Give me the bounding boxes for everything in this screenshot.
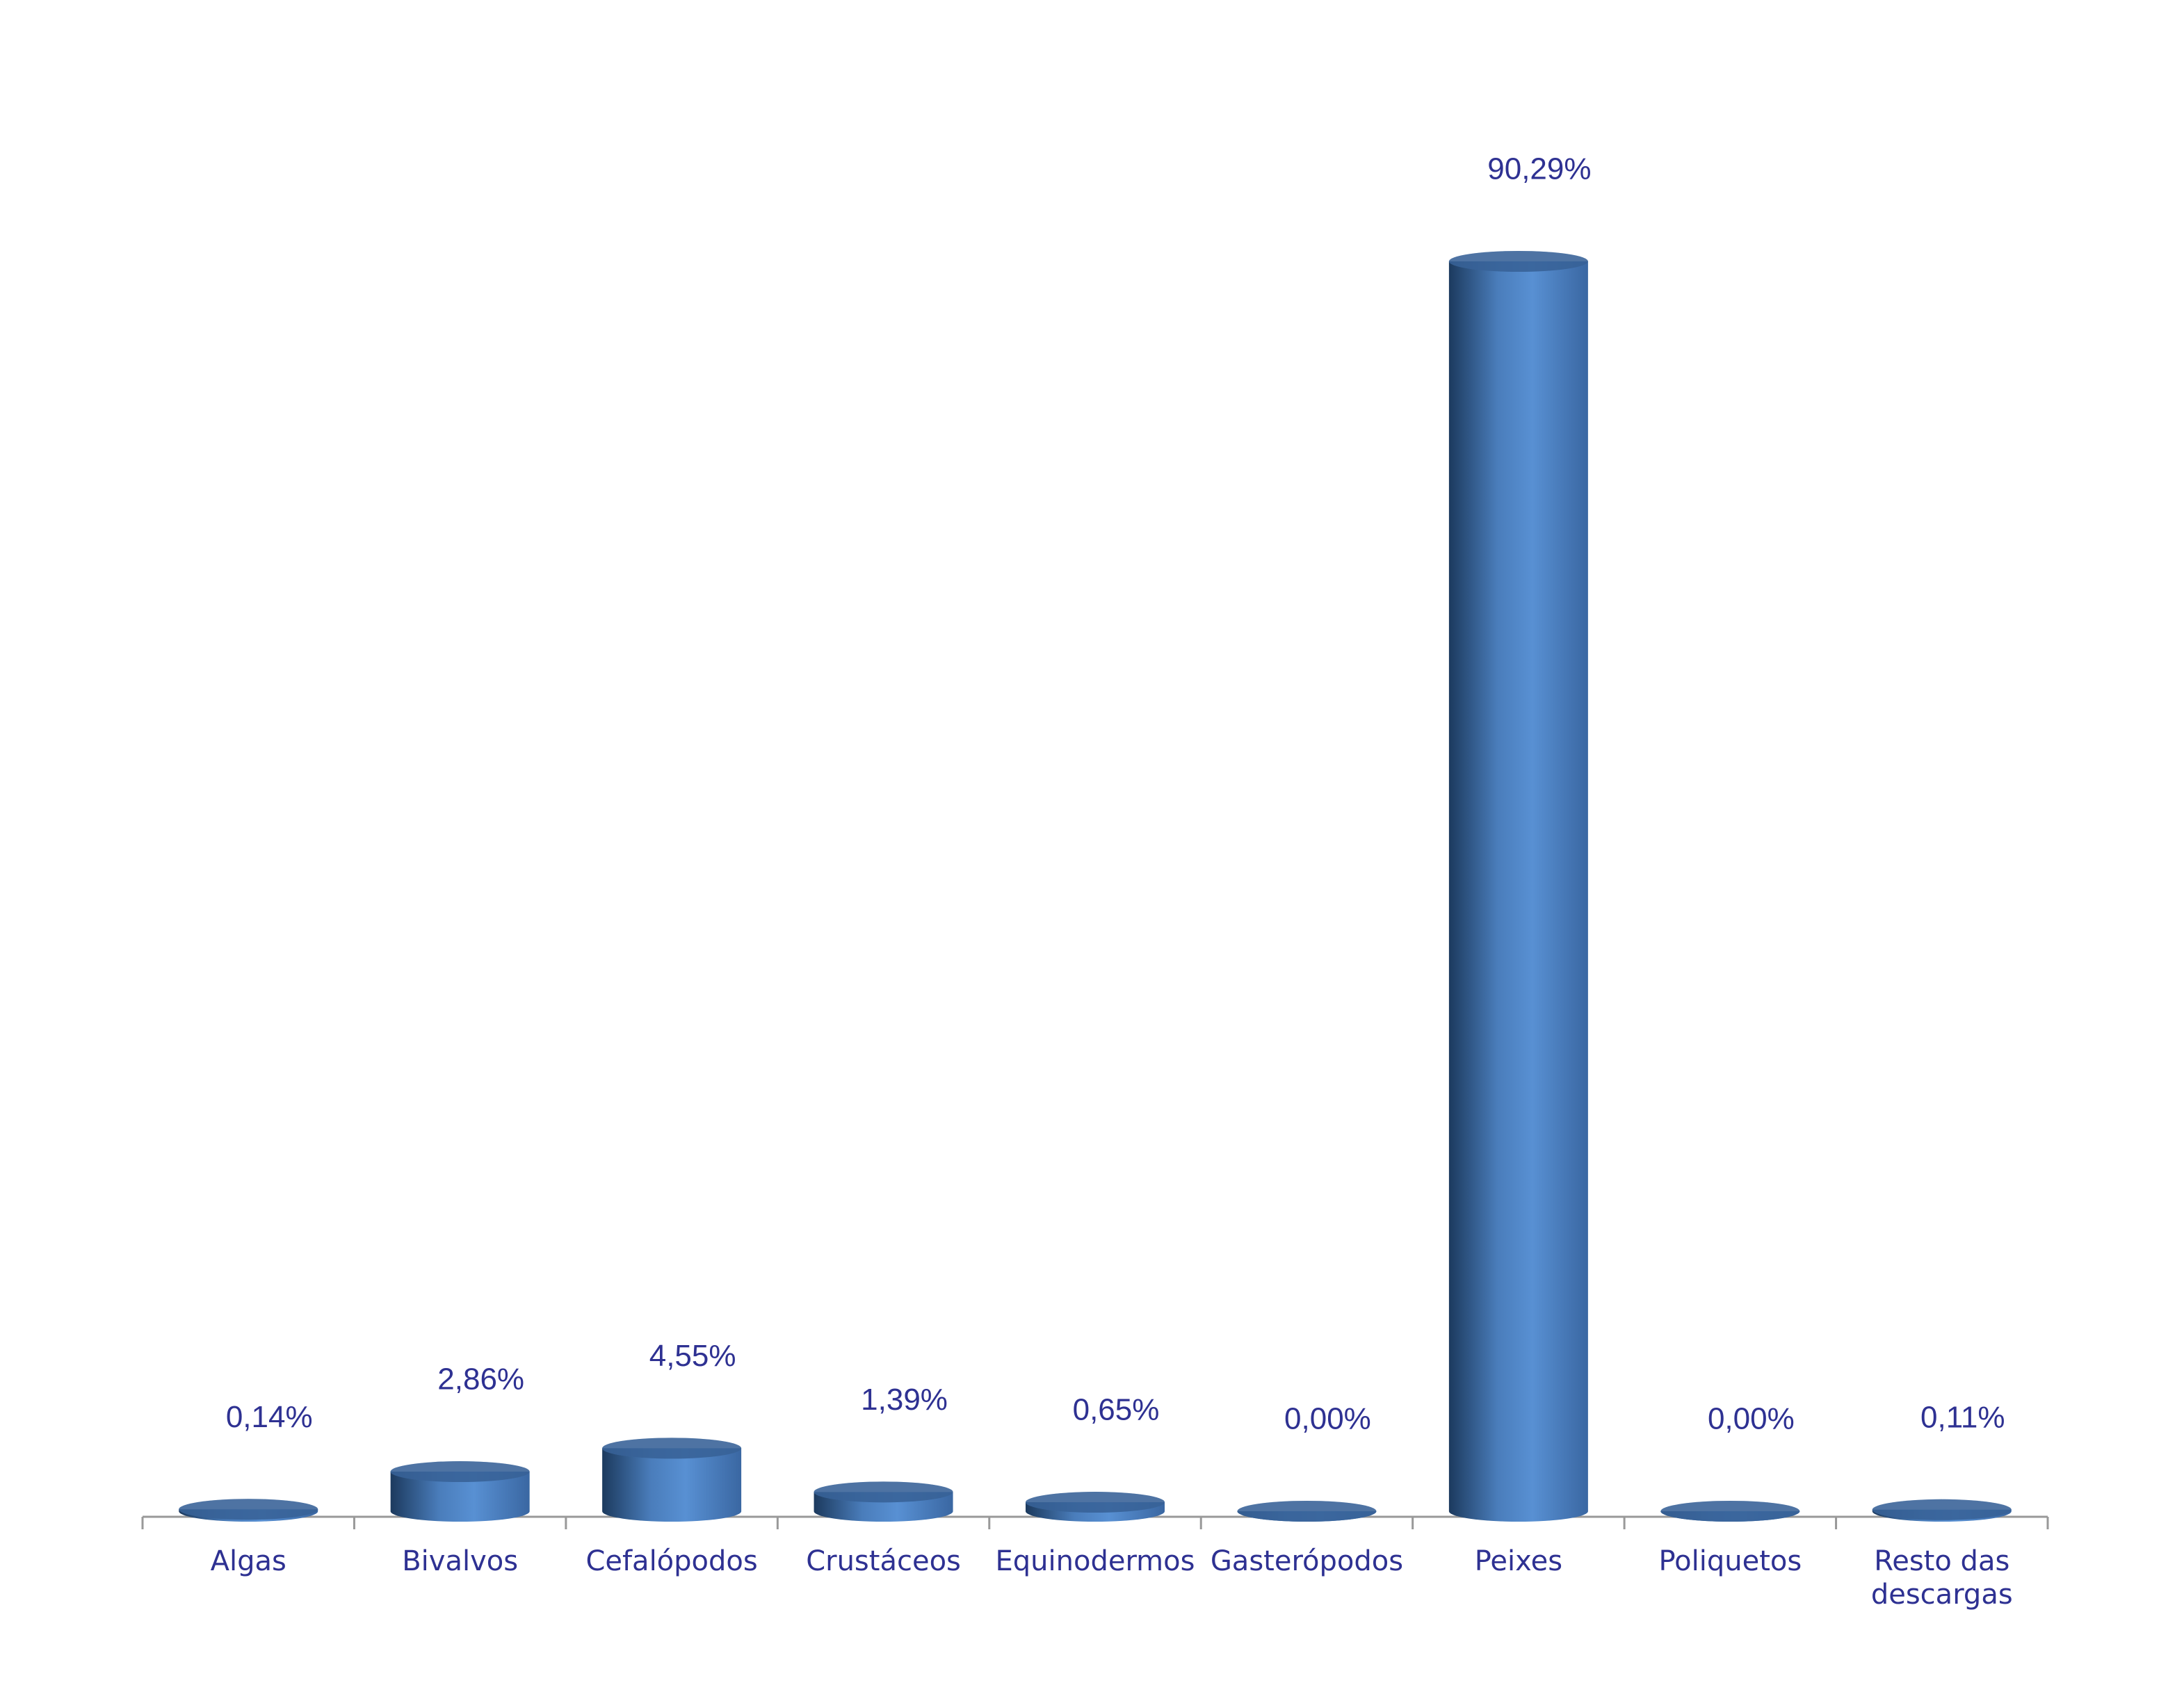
bar xyxy=(390,1472,530,1522)
bar-top-shade xyxy=(1872,1499,2012,1520)
value-label: 0,00% xyxy=(1708,1402,1795,1436)
bar-top-shade xyxy=(1448,251,1588,272)
bar-top-shade xyxy=(390,1461,530,1483)
bar-top-shade xyxy=(602,1438,742,1459)
bar-top-shade xyxy=(1237,1501,1377,1522)
value-label: 2,86% xyxy=(437,1362,524,1397)
bar xyxy=(602,1448,742,1522)
x-tick-label: Poliquetos xyxy=(1658,1545,1802,1577)
bar xyxy=(1448,261,1588,1522)
x-tick-label: Algas xyxy=(210,1545,286,1577)
value-label: 90,29% xyxy=(1487,152,1591,186)
x-tick-label: Bivalvos xyxy=(402,1545,519,1577)
bar-top-shade xyxy=(814,1481,953,1503)
value-label: 0,14% xyxy=(226,1400,313,1434)
value-label: 4,55% xyxy=(649,1339,736,1373)
x-tick-label: Resto das descargas xyxy=(1870,1545,2013,1611)
x-tick-label: Gasterópodos xyxy=(1210,1545,1404,1577)
x-tick-label: Cefalópodos xyxy=(585,1545,758,1577)
x-tick-label: Equinodermos xyxy=(995,1545,1195,1577)
bar-top-shade xyxy=(1660,1501,1800,1522)
value-label: 0,00% xyxy=(1284,1402,1371,1436)
x-tick-label: Peixes xyxy=(1474,1545,1563,1577)
value-label: 1,39% xyxy=(861,1383,948,1417)
bar-top-shade xyxy=(179,1499,318,1520)
value-label: 0,65% xyxy=(1073,1393,1160,1427)
x-tick-label: Crustáceos xyxy=(806,1545,961,1577)
value-label: 0,11% xyxy=(1920,1400,2005,1434)
bar-top-shade xyxy=(1026,1492,1165,1513)
